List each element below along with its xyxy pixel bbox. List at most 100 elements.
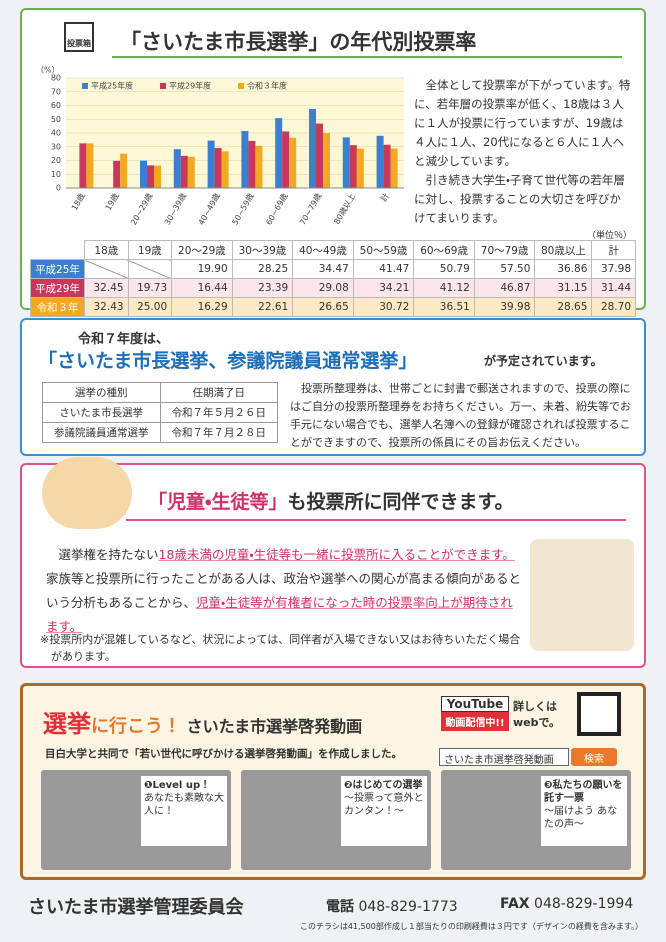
chart: （%） 0 10 20 30 40 50 60 70 80 18歳 19歳 20~29歳 30~39歳 40… (36, 66, 404, 227)
tel: 電話 048-829-1773 (326, 896, 458, 916)
column-header: 19歳 (127, 240, 173, 260)
table-cell: さいたま市長選挙 (42, 402, 161, 423)
x-tick-label: 20~29歳 (128, 191, 154, 226)
table-row: 令和３年 32.43 25.00 16.29 22.61 26.65 30.72 36.51 3… (30, 297, 636, 317)
table-cell: 22.61 (231, 297, 294, 317)
legend-swatch (160, 83, 166, 89)
x-tick-label: 60~69歳 (263, 191, 289, 226)
y-tick-label: 40 (51, 129, 61, 138)
column-header: 70～79歳 (473, 240, 536, 260)
card-title-text: Level up！ (152, 780, 211, 791)
card-title-text: はじめての選挙 (352, 780, 423, 791)
children-tail: も投票所に同伴できます。 (287, 491, 514, 513)
section-title: 「さいたま市長選挙」の年代別投票率 (120, 30, 477, 54)
bar (147, 165, 154, 188)
y-tick-label: 60 (51, 101, 61, 110)
bar (120, 153, 128, 188)
children-section: 「児童・生徒等」も投票所に同伴できます。 選挙権を持たない18歳未満の児童・生徒… (20, 457, 646, 668)
row-label: 令和３年 (30, 297, 85, 317)
family-illustration (42, 457, 132, 529)
table-header-row: 選挙の種別 任期満了日 (42, 382, 278, 403)
table-cell: 16.29 (171, 297, 233, 317)
row-label: 平成29年 (30, 278, 85, 298)
table-cell: 46.87 (473, 278, 536, 298)
bar (316, 123, 323, 188)
video-section: 選挙に行こう！ さいたま市選挙啓発動画 YouTube 動画配信中!! 詳しくは… (20, 683, 646, 880)
bar (275, 118, 283, 188)
title-em: 選挙 (43, 710, 91, 738)
footer-note: このチラシは41,500部作成し１部当たりの印刷経費は３円です（デザインの経費を… (300, 922, 644, 931)
table-cell: 41.47 (352, 259, 415, 279)
table-row: 参議院議員通常選挙 令和７年７月２８日 (42, 422, 278, 443)
table-cell: 41.12 (413, 278, 475, 298)
bar (140, 160, 147, 188)
family-illustration (530, 539, 634, 651)
table-cell: 37.98 (591, 259, 636, 279)
bar (376, 135, 384, 188)
y-axis-label: （%） (36, 66, 60, 75)
y-tick-label: 50 (51, 115, 61, 124)
column-header: 選挙の種別 (42, 382, 161, 403)
legend-swatch (238, 83, 244, 89)
column-header: 60～69歳 (413, 240, 475, 260)
x-tick-label: 40~49歳 (196, 191, 222, 226)
children-body: 選挙権を持たない18歳未満の児童・生徒等も一緒に投票所に入ることができます。家族… (46, 543, 524, 639)
title-rule (112, 56, 622, 58)
bar (255, 145, 263, 188)
bar (248, 140, 256, 188)
video-card: ❸私たちの願いを託す一票 ～届けよう あなたの声～ (441, 770, 631, 870)
bar (187, 156, 195, 188)
title-rest: に行こう！ (91, 716, 181, 737)
fax-number: 048-829-1994 (534, 896, 634, 912)
bar (309, 108, 316, 188)
card-number: ❷ (344, 780, 353, 791)
table-cell: 28.70 (591, 297, 636, 317)
youtube-badge: YouTube 動画配信中!! (441, 696, 509, 731)
tel-label: 電話 (326, 899, 354, 915)
card-title-text: 私たちの願いを託す一票 (544, 780, 623, 804)
legend-label: 令和３年度 (247, 81, 287, 91)
bar (79, 143, 87, 188)
bar (342, 137, 350, 188)
bar (214, 148, 222, 188)
bar (207, 140, 215, 188)
unit-label: （単位％） (586, 231, 632, 241)
children-title: 「児童・生徒等」 (148, 491, 288, 513)
y-tick-label: 30 (51, 142, 61, 151)
card-sub: あなたも素敵な大人に！ (144, 793, 224, 817)
table-cell: 32.45 (84, 278, 129, 298)
table-cell: 23.39 (231, 278, 294, 298)
table-cell: 30.72 (352, 297, 415, 317)
card-text: ❷はじめての選挙 ～投票って意外とカンタン！～ (341, 776, 427, 846)
column-header: 50～59歳 (352, 240, 415, 260)
table-cell: 50.79 (413, 259, 475, 279)
bar (323, 133, 330, 188)
y-tick-label: 0 (56, 184, 61, 193)
table-cell: 34.21 (352, 278, 415, 298)
org-name: さいたま市選挙管理委員会 (28, 897, 244, 918)
x-tick-label: 30~39歳 (162, 191, 188, 226)
card-number: ❶ (144, 780, 153, 791)
table-header-row: 18歳 19歳 20～29歳 30～39歳 40～49歳 50～59歳 60～69歳 70～7… (31, 240, 636, 260)
card-text: ❶Level up！ あなたも素敵な大人に！ (141, 776, 227, 846)
bar (154, 165, 161, 188)
table-cell: 57.50 (473, 259, 536, 279)
table-cell: 19.90 (171, 259, 233, 279)
table-corner (31, 241, 85, 260)
table-row: 平成29年 32.45 19.73 16.44 23.39 29.08 34.21 41.12… (30, 278, 636, 298)
table-cell: 29.08 (292, 278, 354, 298)
video-desc: 目白大学と共同で「若い世代に呼びかける選挙啓発動画」を作成しました。 (45, 748, 402, 760)
column-header: 40～49歳 (292, 240, 354, 260)
column-header: 20～29歳 (171, 240, 233, 260)
table-cell: 36.51 (413, 297, 475, 317)
search-button[interactable]: 検索 (571, 748, 617, 766)
tel-number: 048-829-1773 (358, 899, 458, 915)
legend-label: 平成29年度 (169, 81, 211, 91)
video-title: 選挙に行こう！ さいたま市選挙啓発動画 (43, 704, 362, 739)
x-tick-label: 50~59歳 (230, 191, 256, 226)
bar (113, 160, 121, 188)
table-cell: 25.00 (127, 297, 173, 317)
x-tick-label: 19歳 (103, 191, 121, 212)
summary-paragraph: 引き続き大学生・子育て世代等の若年層に対し、投票することの大切さを呼びかけてまい… (414, 173, 625, 225)
highlight-text: 児童・生徒等が有権者になった時の投票率向上が期待されます。 (46, 595, 513, 634)
